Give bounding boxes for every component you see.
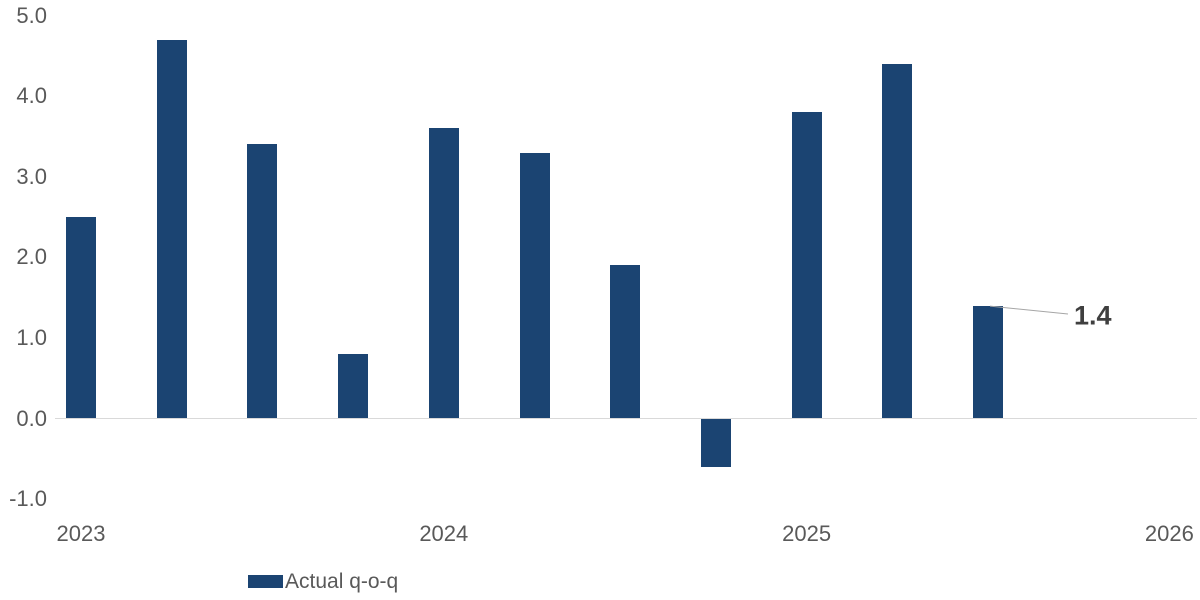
x-tick-label-2026: 2026 [1144,521,1194,546]
bar-2023-q4 [338,354,369,419]
x-tick-label-2024: 2024 [419,521,469,546]
bar-2024-q1 [428,128,459,419]
bar-2025-q1 [791,112,822,419]
legend-swatch [248,575,283,588]
y-tick-label: 5.0 [16,2,47,28]
legend: Actual q-o-q [248,571,398,592]
bar-2025-q2 [882,63,913,419]
bar-2024-q3 [610,265,641,419]
y-tick-label: -1.0 [9,486,47,512]
bar-2024-q4 [700,418,731,467]
bar-2025-q3 [973,305,1003,419]
bar-2023-q1 [66,217,96,419]
data-label-annotation: 1.4 [1074,300,1112,331]
x-tick-label-2023: 2023 [56,521,106,546]
y-tick-label: 2.0 [16,244,47,270]
x-tick-label-2025: 2025 [782,521,832,546]
legend-label: Actual q-o-q [285,570,399,593]
y-tick-label: 3.0 [16,163,47,189]
y-tick-label: 1.0 [16,324,47,350]
x-axis-line [55,418,1197,419]
bar-2023-q2 [156,39,187,419]
y-tick-label: 4.0 [16,83,47,109]
bar-2023-q3 [247,144,278,419]
bar-2024-q2 [519,152,550,419]
y-tick-label: 0.0 [16,405,47,431]
